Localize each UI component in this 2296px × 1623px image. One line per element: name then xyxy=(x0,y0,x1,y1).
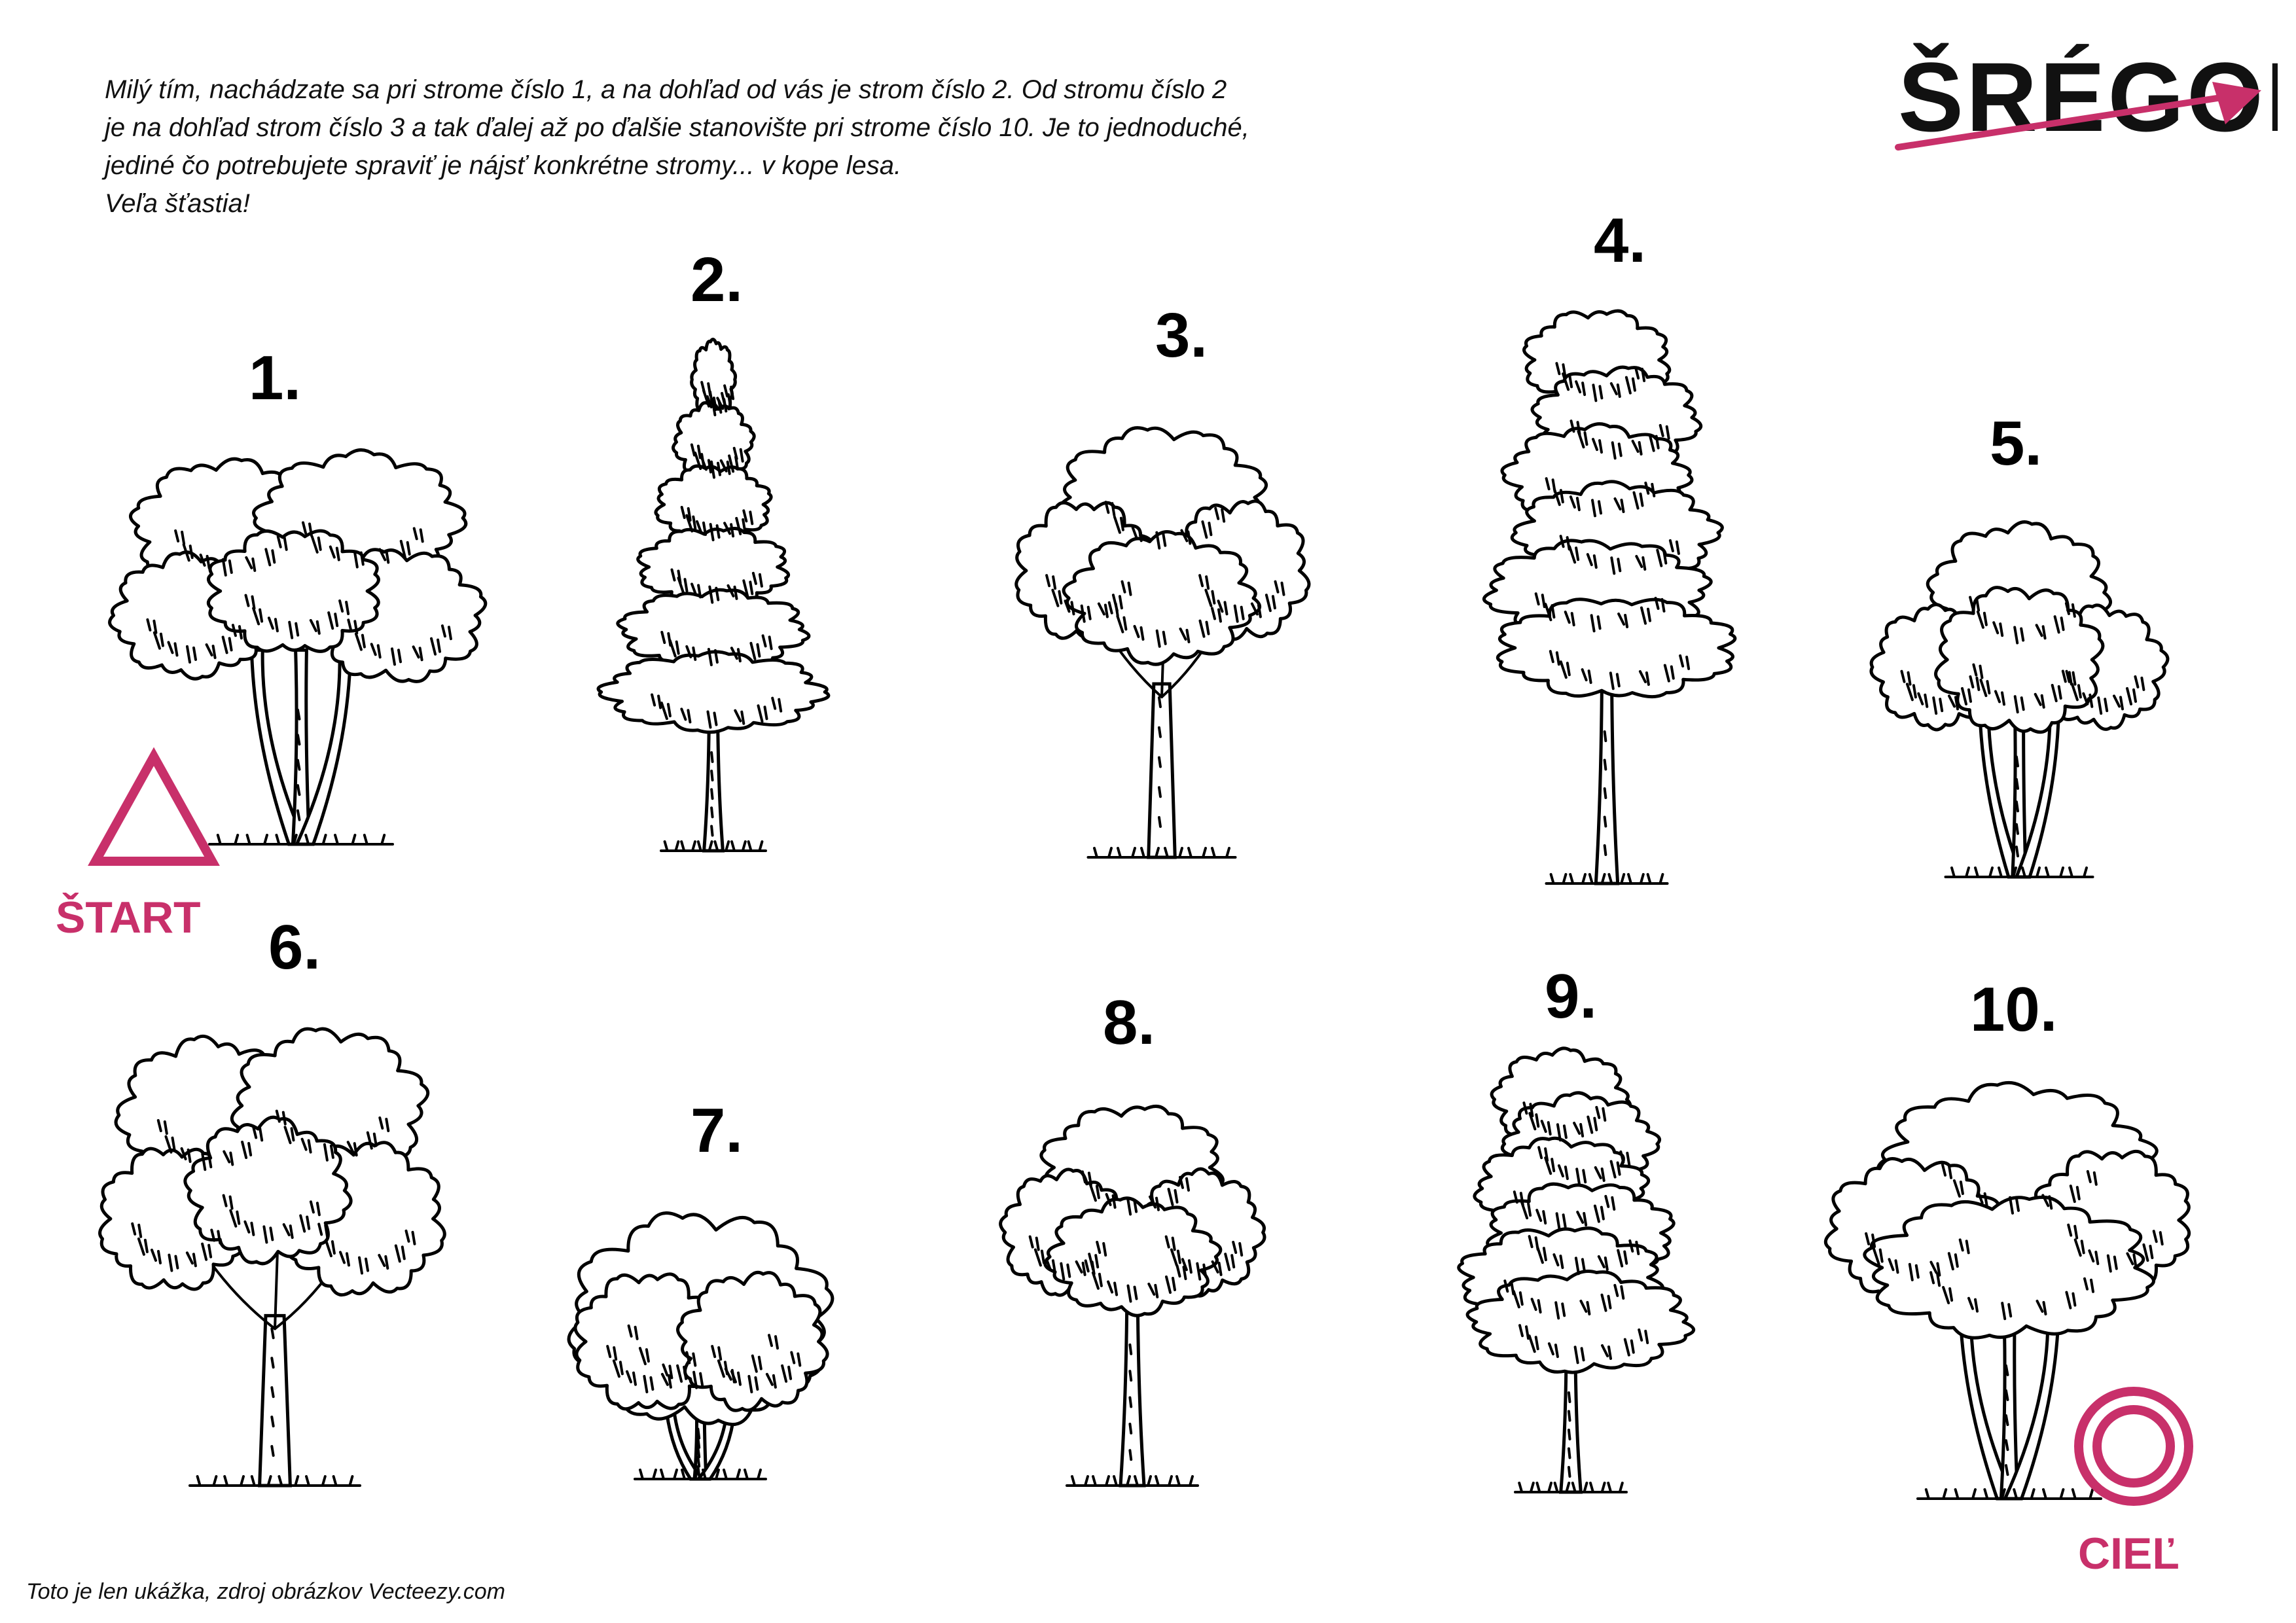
tree-canopy xyxy=(1823,1080,2191,1340)
tree-5-number: 5. xyxy=(1990,408,2043,478)
tree-8-number: 8. xyxy=(1103,988,1156,1058)
grass xyxy=(1086,847,1237,859)
footer-note: Toto je len ukážka, zdroj obrázkov Vecte… xyxy=(26,1579,505,1604)
canopy-shading xyxy=(606,1324,802,1393)
intro-line-4: Veľa šťastia! xyxy=(105,189,250,218)
target-circle-icon xyxy=(2074,1387,2193,1506)
sregom-logo: ŠRÉGOM xyxy=(1895,42,2278,152)
tree-trunk xyxy=(1119,1288,1146,1488)
tree-canopy xyxy=(1014,426,1311,666)
start-label: ŠTART xyxy=(56,893,201,942)
canopy-shading xyxy=(1045,501,1285,648)
grass xyxy=(1916,1488,2102,1500)
tree-10-number: 10. xyxy=(1970,974,2058,1044)
canopy-shading xyxy=(1900,596,2145,715)
tree-canopy xyxy=(1457,1046,1696,1374)
tree-canopy xyxy=(999,1105,1266,1317)
grass xyxy=(1514,1482,1628,1493)
tree-10-drawing xyxy=(1823,1080,2191,1501)
grass xyxy=(1066,1475,1199,1487)
grass xyxy=(208,834,394,846)
triangle-icon xyxy=(88,747,220,866)
finish-label: CIEĽ xyxy=(2078,1529,2179,1578)
tree-3-number: 3. xyxy=(1155,300,1208,370)
grass xyxy=(660,840,767,852)
canopy-shading xyxy=(1865,1163,2164,1321)
intro-line-3: jediné čo potrebujete spraviť je nájsť k… xyxy=(105,151,902,180)
tree-2-number: 2. xyxy=(691,245,744,315)
tree-canopy xyxy=(1482,309,1737,699)
tree-canopy xyxy=(98,1027,446,1297)
canopy-shading xyxy=(1503,1101,1649,1364)
tree-1-number: 1. xyxy=(249,343,302,413)
intro-line-1: Milý tím, nachádzate sa pri strome číslo… xyxy=(105,75,1227,104)
tree-3-drawing xyxy=(1014,426,1311,859)
canopy-shading xyxy=(651,381,783,729)
tree-trunk xyxy=(1594,672,1620,885)
tree-4-number: 4. xyxy=(1594,205,1647,276)
tree-2-drawing xyxy=(596,338,831,853)
tree-9-drawing xyxy=(1457,1046,1696,1494)
tree-canopy xyxy=(596,338,831,734)
grass xyxy=(188,1475,361,1487)
tree-6-number: 6. xyxy=(268,912,321,982)
grass xyxy=(1545,873,1669,885)
tree-canopy xyxy=(1869,520,2170,734)
tree-canopy xyxy=(567,1211,834,1427)
tree-9-number: 9. xyxy=(1545,961,1598,1031)
canopy-shading xyxy=(1534,362,1691,690)
grass xyxy=(634,1469,767,1480)
tree-trunk xyxy=(1086,578,1237,859)
tree-7-number: 7. xyxy=(691,1096,744,1166)
canopy-shading xyxy=(131,1109,416,1275)
tree-4-drawing xyxy=(1482,309,1737,885)
intro-line-2: je na dohľad strom číslo 3 a tak ďalej a… xyxy=(105,113,1249,142)
tree-canopy xyxy=(108,448,488,683)
canopy-shading xyxy=(146,521,452,666)
arrow-icon xyxy=(1895,82,2261,151)
tree-8-drawing xyxy=(999,1105,1266,1488)
tree-trunk xyxy=(249,648,353,846)
tree-5-drawing xyxy=(1869,520,2170,879)
tree-1-drawing xyxy=(108,448,488,846)
grass xyxy=(1944,866,2094,878)
tree-7-drawing xyxy=(567,1211,834,1481)
canopy-shading xyxy=(1028,1170,1244,1303)
intro-text: Milý tím, nachádzate sa pri strome číslo… xyxy=(105,71,1610,223)
tree-6-drawing xyxy=(98,1027,446,1488)
